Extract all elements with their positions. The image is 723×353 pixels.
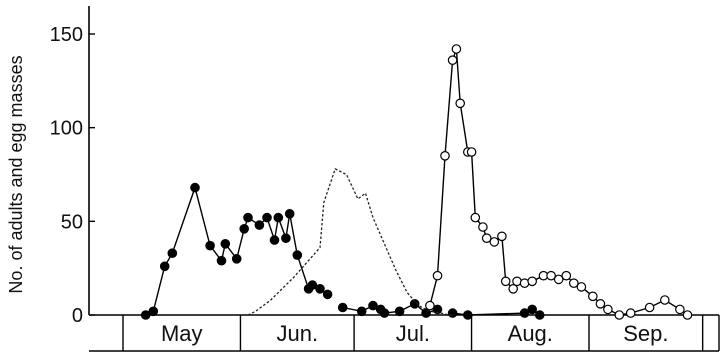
y-tick-label: 50 [61,211,83,233]
data-point-filled [243,212,253,223]
data-point-filled [254,220,265,230]
series-line-dotted [247,167,453,316]
data-point-filled [462,310,473,320]
data-point-open [500,276,511,287]
data-point-open [568,278,579,288]
data-point-open [470,212,481,223]
month-label: Aug. [508,321,553,346]
data-point-open [546,270,556,281]
data-point-filled [273,212,284,223]
y-tick-label: 100 [50,118,83,140]
data-point-filled [231,253,242,264]
data-point-filled [216,255,227,266]
data-point-filled [159,261,170,272]
data-point-filled [205,240,215,251]
data-point-open [561,270,572,281]
data-point-filled [337,302,348,313]
series-1 [425,44,693,320]
data-point-filled [167,248,178,258]
data-point-open [603,304,613,315]
y-tick-label: 150 [50,24,83,46]
data-point-filled [519,308,530,318]
data-point-open [508,283,518,294]
data-point-filled [409,298,420,309]
data-point-filled [284,209,295,219]
data-point-open [466,147,477,157]
data-point-filled [262,212,272,223]
data-point-filled [281,233,291,243]
month-label: Jun. [276,321,318,346]
data-point-filled [394,306,405,317]
data-point-open [432,270,443,281]
data-point-filled [432,304,443,315]
data-point-filled [315,283,325,294]
data-point-filled [447,308,458,318]
data-point-filled [307,280,318,290]
data-point-open [576,282,587,292]
data-point-filled [534,310,545,320]
data-point-filled [269,235,280,245]
data-point-open [675,304,685,315]
data-point-open [489,237,500,247]
y-tick-label: 0 [72,305,83,327]
data-point-open [455,98,465,109]
data-point-open [614,310,625,320]
data-point-filled [140,310,151,320]
data-point-filled [527,304,537,315]
data-point-open [481,233,492,243]
series-layer [140,44,693,320]
data-point-open [451,44,462,54]
data-point-filled [148,306,159,317]
data-point-open [644,302,655,313]
month-label: Sep. [623,321,668,346]
series-0 [140,182,545,320]
series-2 [247,167,453,316]
data-point-filled [379,308,390,318]
data-point-filled [220,239,231,249]
data-point-open [497,231,507,242]
data-point-open [659,295,670,305]
y-axis-label: No. of adults and egg masses [6,55,26,293]
data-point-open [425,300,435,311]
data-point-open [682,310,693,320]
data-point-open [527,276,537,287]
month-label: Jul. [396,321,430,346]
data-point-open [440,151,450,161]
data-point-open [595,298,606,309]
data-point-filled [322,289,333,300]
month-label: May [161,321,203,346]
data-point-open [553,274,564,285]
data-point-filled [356,306,367,317]
data-point-open [587,291,598,302]
data-point-open [478,222,488,232]
data-point-open [625,308,636,318]
data-point-filled [292,250,303,260]
axes: 0 50 100 150 May Jun. Jul. Aug. Sep. [50,6,720,352]
data-point-filled [239,224,249,234]
data-point-filled [368,300,378,311]
data-point-open [447,55,458,65]
series-line [145,185,329,316]
data-point-filled [190,182,200,193]
